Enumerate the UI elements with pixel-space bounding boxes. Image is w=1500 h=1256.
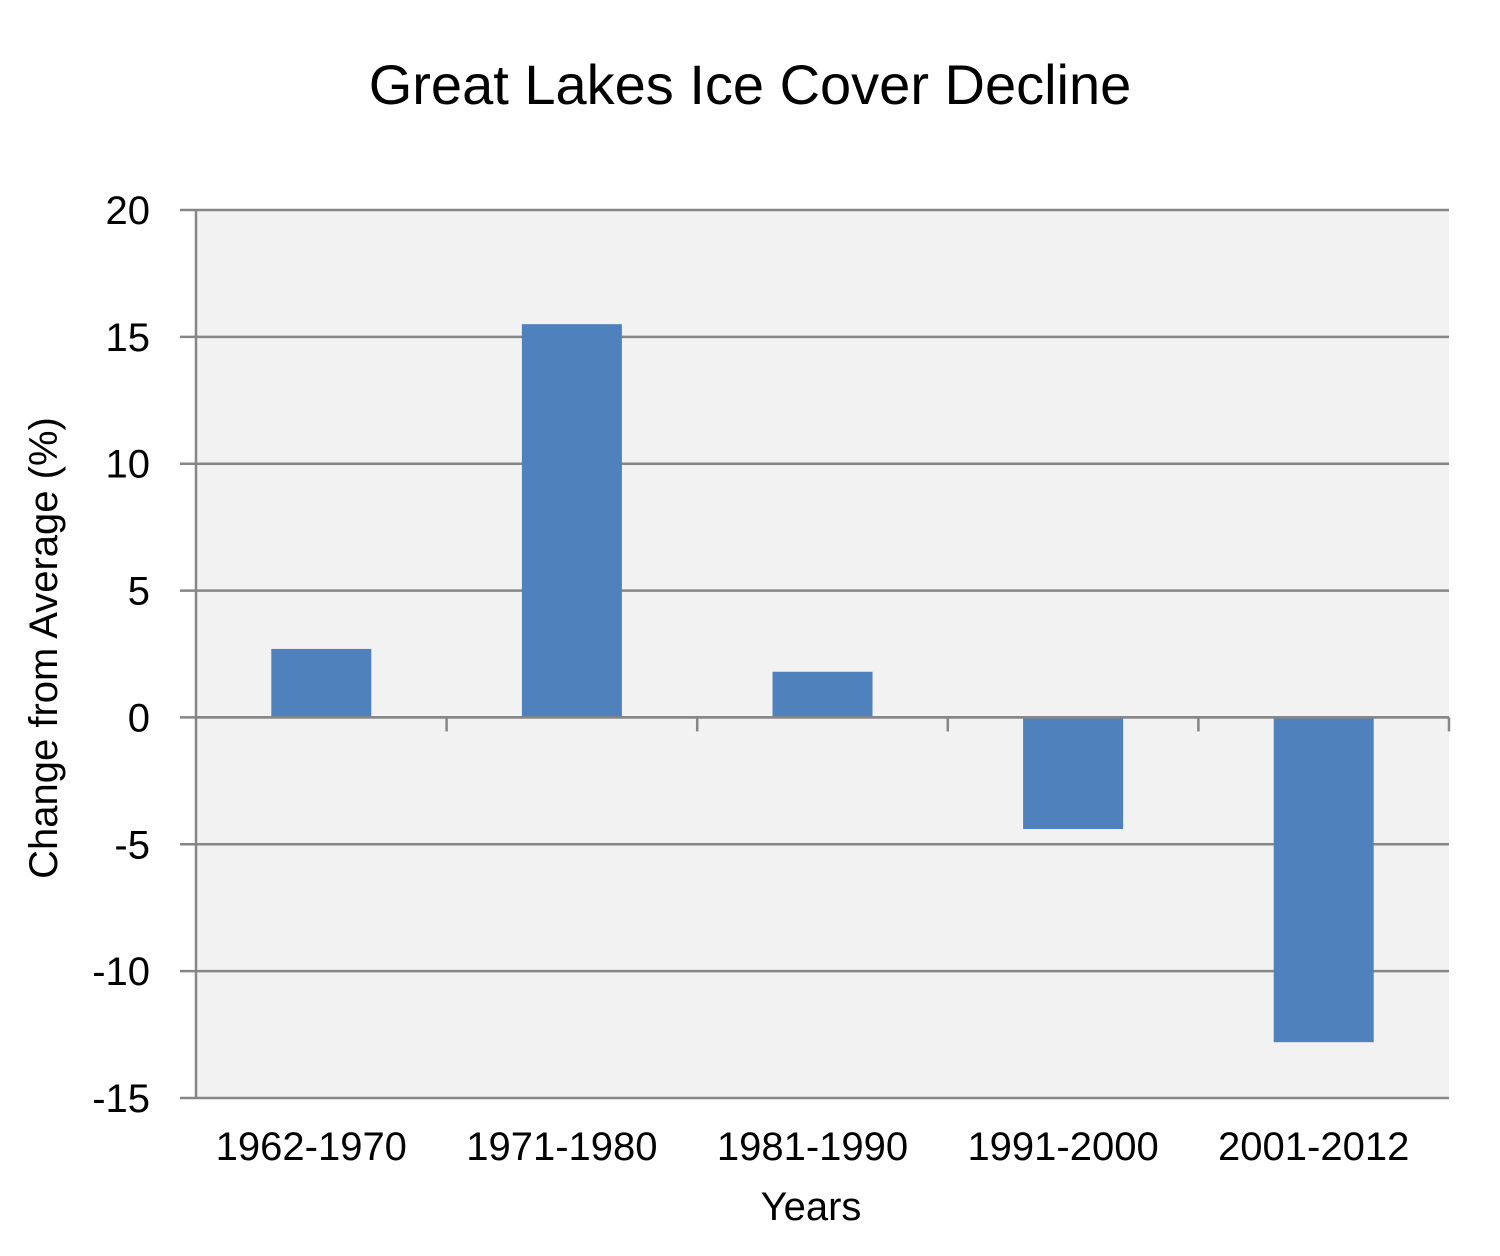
bar: [1023, 717, 1124, 830]
y-tick-label: -5: [114, 823, 150, 867]
axes: [194, 210, 1451, 1098]
x-tick-label: 2001-2012: [1218, 1125, 1409, 1169]
bars: [271, 324, 1374, 1043]
x-axis-label: Years: [761, 1185, 862, 1229]
y-axis-label: Change from Average (%): [22, 417, 66, 879]
bar: [1273, 717, 1374, 1043]
x-tick-label: 1962-1970: [216, 1125, 407, 1169]
plot-area: [196, 210, 1449, 1098]
x-tick-label: 1981-1990: [717, 1125, 908, 1169]
x-tick-labels: 1962-1970 1971-1980 1981-1990 1991-2000 2001…: [216, 1125, 1410, 1169]
bar: [521, 324, 622, 718]
y-tick-label: -10: [92, 950, 150, 994]
y-tick-label: 10: [106, 443, 151, 487]
x-tick-label: 1971-1980: [466, 1125, 657, 1169]
y-tick-label: 15: [106, 316, 151, 360]
y-tick-label: -15: [92, 1077, 150, 1121]
y-tick-label: 20: [106, 189, 151, 233]
bar: [772, 671, 873, 718]
y-tick-label: 5: [128, 570, 150, 614]
chart-title: Great Lakes Ice Cover Decline: [369, 53, 1132, 116]
bar: [271, 648, 372, 718]
y-tick-labels: 20 15 10 5 0 -5 -10 -15: [92, 189, 150, 1121]
x-tick-label: 1991-2000: [967, 1125, 1158, 1169]
y-tick-label: 0: [128, 696, 150, 740]
